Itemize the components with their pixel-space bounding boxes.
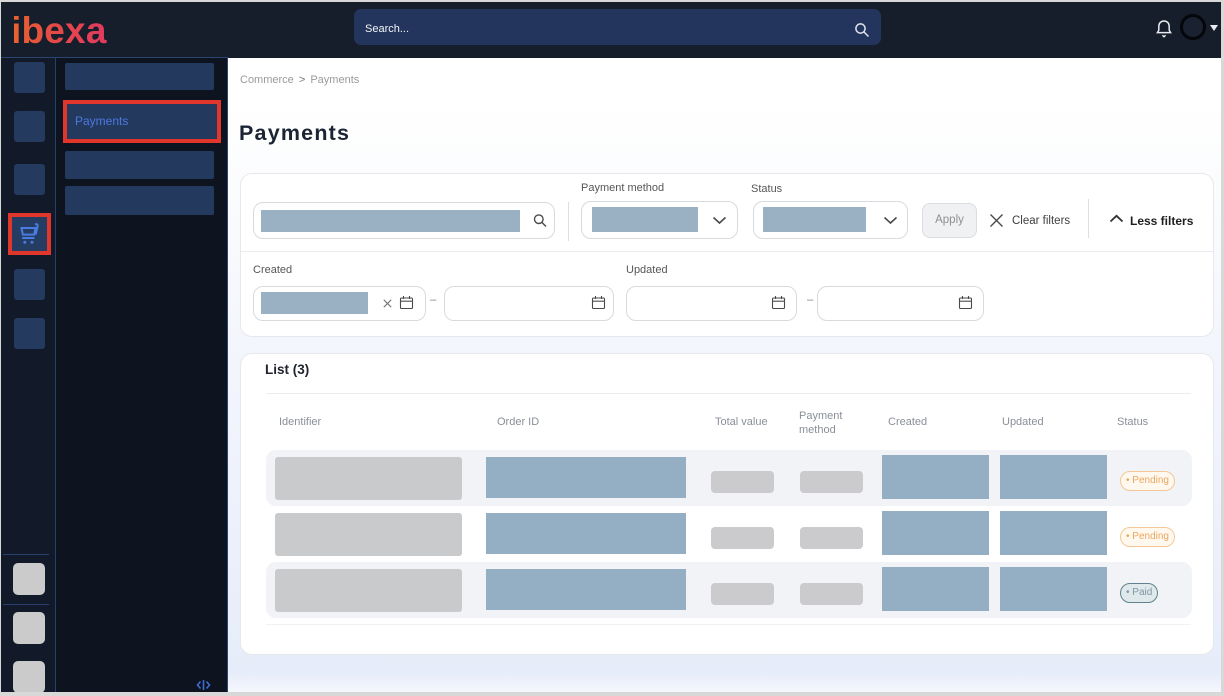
svg-text:ibexa: ibexa [14,13,107,47]
